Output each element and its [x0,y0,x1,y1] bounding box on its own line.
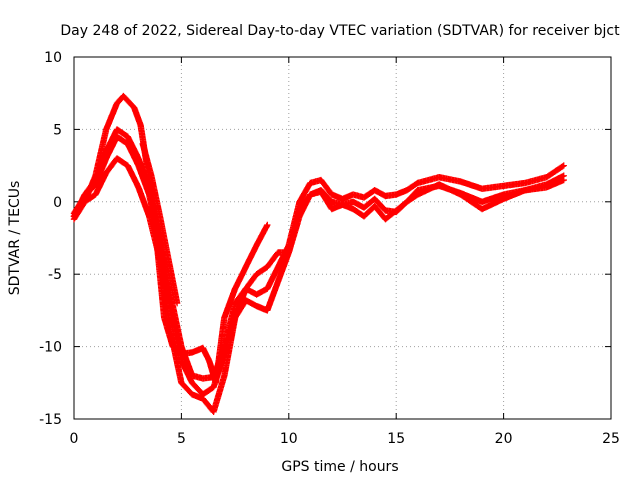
y-tick-label: 0 [53,195,62,211]
series-4 [70,155,567,415]
data-point-markers [70,155,567,415]
y-tick-label: 10 [44,50,62,66]
plot-frame [73,56,612,420]
x-axis-label: GPS time / hours [281,459,398,475]
x-tick-label: 5 [177,431,186,447]
y-axis-label: SDTVAR / TECUs [7,181,23,296]
data-point-markers [139,140,181,307]
x-tick-label: 25 [602,431,620,447]
chart-title: Day 248 of 2022, Sidereal Day-to-day VTE… [60,23,620,39]
data-point-markers [70,133,567,398]
x-tick-label: 0 [70,431,79,447]
series-3 [70,133,567,398]
y-tick-label: -15 [39,412,62,428]
series-5 [139,140,181,307]
x-tick-label: 15 [387,431,405,447]
y-tick-label: -5 [48,267,62,283]
y-tick-label: 5 [53,122,62,138]
y-tick-label: -10 [39,340,62,356]
x-tick-label: 10 [280,431,298,447]
x-tick-label: 20 [495,431,513,447]
